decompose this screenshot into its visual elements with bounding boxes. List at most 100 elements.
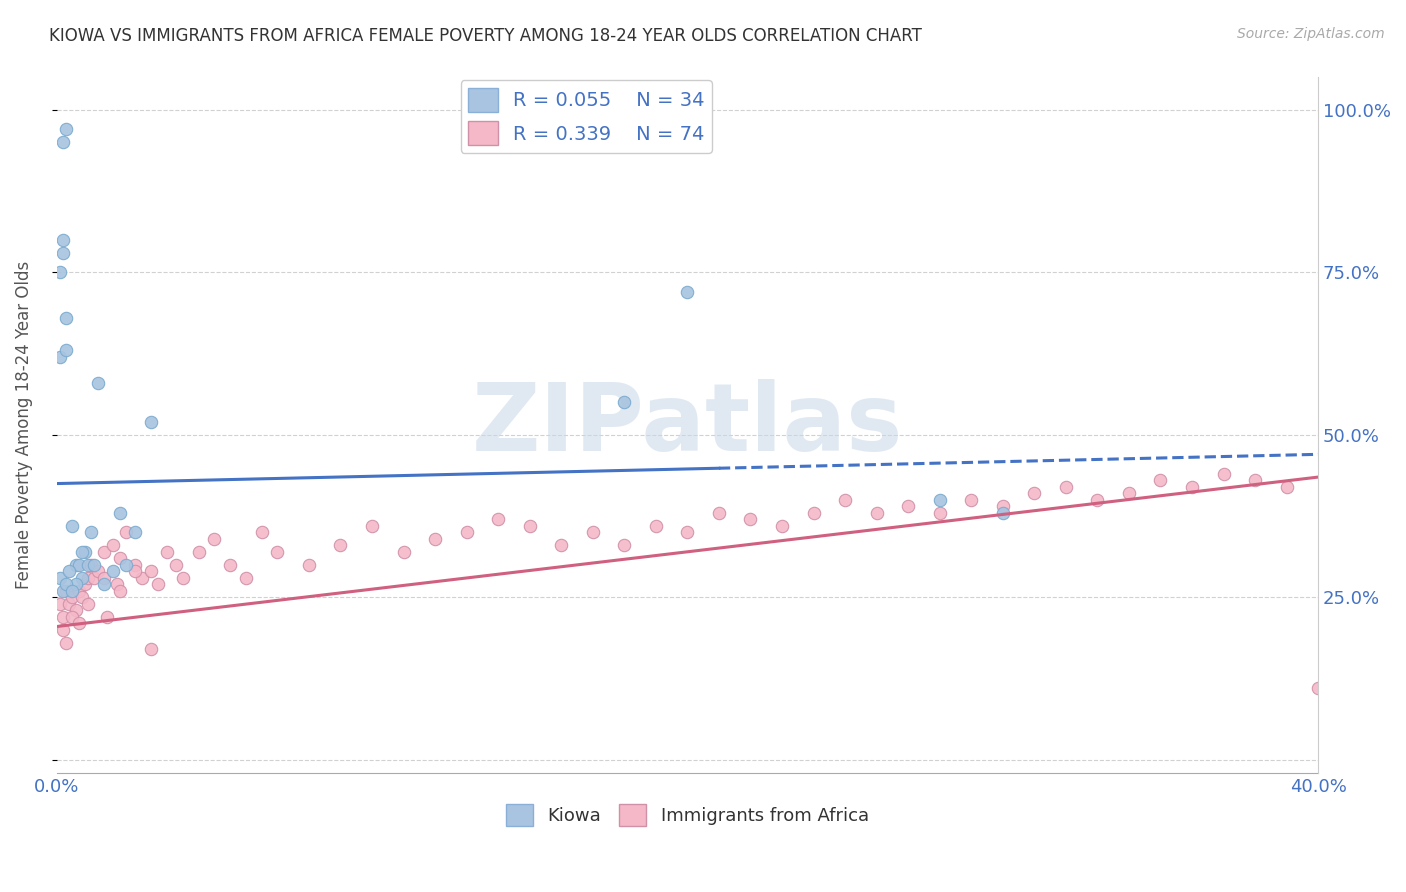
- Point: [49, 571, 72, 585]
- Point: [156, 545, 179, 559]
- Point: [52, 583, 75, 598]
- Point: [77, 597, 100, 611]
- Point: [928, 506, 950, 520]
- Point: [65, 577, 87, 591]
- Point: [108, 583, 131, 598]
- Text: KIOWA VS IMMIGRANTS FROM AFRICA FEMALE POVERTY AMONG 18-24 YEAR OLDS CORRELATION: KIOWA VS IMMIGRANTS FROM AFRICA FEMALE P…: [49, 27, 922, 45]
- Point: [96, 609, 118, 624]
- Point: [124, 525, 146, 540]
- Point: [740, 512, 762, 526]
- Point: [676, 285, 699, 299]
- Point: [1118, 486, 1140, 500]
- Point: [103, 538, 125, 552]
- Point: [803, 506, 825, 520]
- Point: [55, 122, 77, 136]
- Point: [103, 564, 125, 578]
- Point: [60, 583, 83, 598]
- Point: [55, 310, 77, 325]
- Point: [486, 512, 509, 526]
- Point: [770, 518, 793, 533]
- Point: [65, 603, 87, 617]
- Point: [52, 623, 75, 637]
- Point: [1149, 473, 1171, 487]
- Point: [124, 564, 146, 578]
- Point: [1085, 492, 1108, 507]
- Point: [73, 577, 96, 591]
- Point: [519, 518, 541, 533]
- Point: [55, 343, 77, 358]
- Point: [131, 571, 153, 585]
- Point: [202, 532, 225, 546]
- Point: [108, 551, 131, 566]
- Point: [49, 265, 72, 279]
- Point: [676, 525, 699, 540]
- Point: [70, 591, 93, 605]
- Point: [865, 506, 887, 520]
- Point: [49, 350, 72, 364]
- Point: [86, 376, 108, 390]
- Point: [115, 525, 138, 540]
- Point: [115, 558, 138, 572]
- Point: [991, 500, 1014, 514]
- Point: [392, 545, 415, 559]
- Point: [298, 558, 321, 572]
- Point: [550, 538, 572, 552]
- Point: [1275, 480, 1298, 494]
- Point: [329, 538, 352, 552]
- Point: [55, 577, 77, 591]
- Point: [960, 492, 983, 507]
- Point: [49, 597, 72, 611]
- Point: [172, 571, 194, 585]
- Y-axis label: Female Poverty Among 18-24 Year Olds: Female Poverty Among 18-24 Year Olds: [15, 261, 32, 590]
- Point: [65, 558, 87, 572]
- Point: [141, 642, 163, 657]
- Point: [991, 506, 1014, 520]
- Point: [1024, 486, 1046, 500]
- Point: [1181, 480, 1204, 494]
- Text: ZIPatlas: ZIPatlas: [471, 379, 903, 471]
- Point: [58, 597, 80, 611]
- Point: [105, 577, 128, 591]
- Point: [67, 558, 90, 572]
- Point: [166, 558, 188, 572]
- Point: [707, 506, 730, 520]
- Point: [1212, 467, 1234, 481]
- Point: [52, 136, 75, 150]
- Point: [146, 577, 169, 591]
- Point: [55, 583, 77, 598]
- Point: [67, 616, 90, 631]
- Point: [141, 564, 163, 578]
- Point: [423, 532, 446, 546]
- Point: [60, 609, 83, 624]
- Point: [187, 545, 209, 559]
- Point: [928, 492, 950, 507]
- Point: [613, 538, 636, 552]
- Text: Source: ZipAtlas.com: Source: ZipAtlas.com: [1237, 27, 1385, 41]
- Point: [70, 571, 93, 585]
- Point: [52, 609, 75, 624]
- Point: [80, 558, 103, 572]
- Point: [108, 506, 131, 520]
- Point: [80, 525, 103, 540]
- Point: [70, 545, 93, 559]
- Point: [582, 525, 605, 540]
- Point: [613, 395, 636, 409]
- Point: [93, 545, 115, 559]
- Point: [52, 246, 75, 260]
- Point: [73, 545, 96, 559]
- Point: [141, 415, 163, 429]
- Point: [1244, 473, 1267, 487]
- Point: [1308, 681, 1330, 696]
- Legend: Kiowa, Immigrants from Africa: Kiowa, Immigrants from Africa: [499, 797, 876, 833]
- Point: [67, 583, 90, 598]
- Point: [83, 558, 105, 572]
- Point: [1054, 480, 1077, 494]
- Point: [456, 525, 478, 540]
- Point: [77, 558, 100, 572]
- Point: [250, 525, 273, 540]
- Point: [58, 564, 80, 578]
- Point: [83, 571, 105, 585]
- Point: [897, 500, 920, 514]
- Point: [93, 577, 115, 591]
- Point: [86, 564, 108, 578]
